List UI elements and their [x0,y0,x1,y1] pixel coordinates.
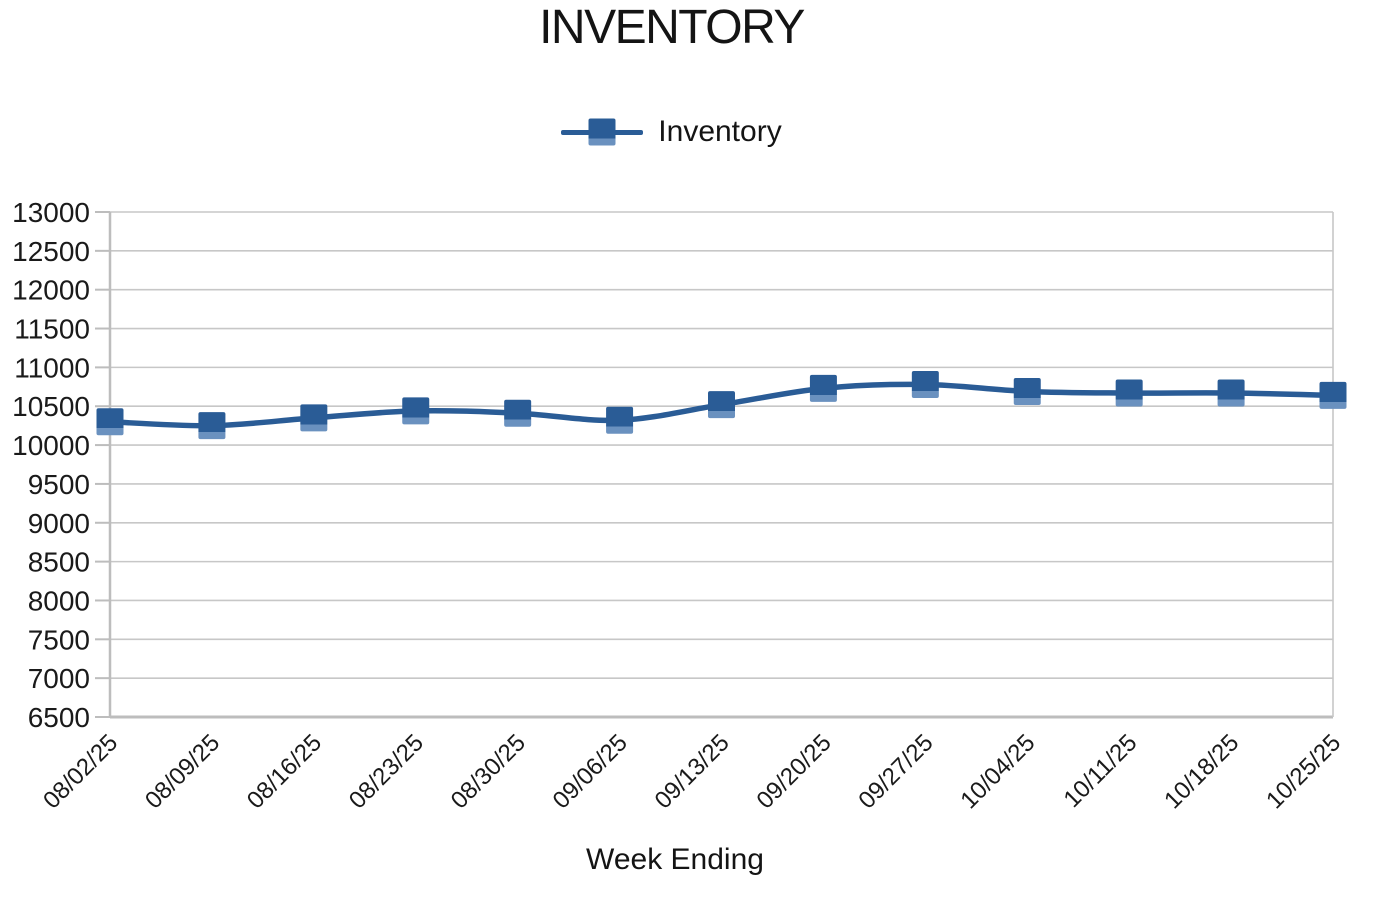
y-tick-label: 9000 [28,508,90,539]
legend-line-sample [561,118,644,146]
legend: Inventory [0,110,1343,154]
data-point-marker [504,399,532,427]
y-tick-label: 10500 [12,391,90,422]
x-tick-label: 09/20/25 [752,729,837,814]
y-tick-label: 7000 [28,663,90,694]
x-tick-label: 08/09/25 [140,729,225,814]
data-point-marker [1217,379,1245,407]
data-point-marker [606,406,634,434]
y-tick-label: 6500 [28,702,90,733]
x-tick-label: 10/25/25 [1261,729,1346,814]
data-point-marker [1013,377,1041,405]
x-tick-label: 10/11/25 [1059,729,1143,813]
x-tick-label: 09/13/25 [650,729,735,814]
x-tick-label: 08/30/25 [446,729,531,814]
data-point-marker [198,412,226,440]
y-tick-label: 9500 [28,469,90,500]
x-axis-title: Week Ending [586,843,764,876]
legend-label: Inventory [658,115,782,148]
x-tick-label: 10/04/25 [955,729,1040,814]
data-point-marker [809,374,837,402]
x-tick-label: 08/23/25 [344,729,429,814]
x-tick-label: 10/18/25 [1159,729,1244,814]
y-tick-label: 8500 [28,547,90,578]
data-point-marker [402,397,430,425]
x-tick-label: 09/06/25 [548,729,633,814]
x-tick-label: 09/27/25 [853,729,938,814]
y-tick-label: 7500 [28,624,90,655]
legend-square-marker-icon [588,118,616,146]
data-point-marker [300,404,328,432]
y-tick-label: 11000 [14,352,90,383]
data-point-marker [1319,381,1347,409]
y-tick-label: 12500 [12,236,90,267]
x-tick-label: 08/16/25 [242,729,327,814]
y-tick-label: 10000 [12,430,90,461]
chart-plot-area: 6500 7000 7500 8000 8500 9000 9500 10000 10500 11… [12,197,1347,814]
data-point-marker [708,391,735,419]
y-tick-label: 11500 [14,314,90,345]
data-point-marker [911,370,939,398]
y-tick-label: 12000 [12,275,90,306]
y-tick-label: 8000 [28,585,90,616]
y-tick-label: 13000 [12,197,90,228]
data-point-marker [1115,379,1143,407]
x-tick-label: 08/02/25 [38,729,123,814]
data-point-marker [96,408,124,436]
chart-title: INVENTORY [539,1,805,54]
